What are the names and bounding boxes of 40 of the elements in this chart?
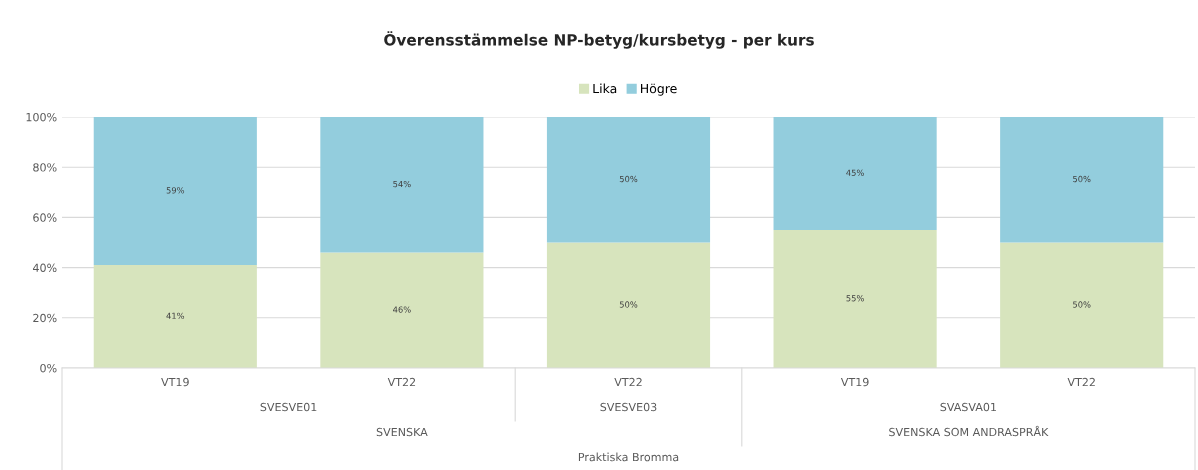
bar bbox=[546, 242, 711, 368]
x-tick-label: VT19 bbox=[840, 377, 869, 387]
bar bbox=[546, 117, 711, 243]
bar bbox=[320, 252, 484, 368]
y-tick-label: 40% bbox=[32, 263, 57, 272]
bar bbox=[320, 117, 484, 253]
x-tick-label: VT19 bbox=[161, 377, 189, 387]
y-tick-label: 0% bbox=[40, 363, 57, 373]
text: Praktiska Bromma bbox=[578, 452, 679, 462]
x-tick-label: VT22 bbox=[614, 377, 642, 387]
data-label: 50% bbox=[1073, 175, 1091, 183]
y-tick-label: 20% bbox=[33, 313, 57, 323]
bar bbox=[773, 229, 937, 368]
text: SVESVE01 bbox=[260, 402, 317, 412]
text: SVESVE03 bbox=[600, 402, 657, 412]
data-label: 59% bbox=[166, 187, 185, 194]
data-label: 41% bbox=[166, 312, 185, 319]
data-label: 50% bbox=[619, 175, 638, 183]
bar bbox=[93, 265, 257, 368]
y-tick-label: 100% bbox=[26, 112, 57, 122]
text: SVENSKA SOM ANDRASPRÅK bbox=[889, 425, 1049, 437]
text: SVENSKA bbox=[376, 427, 428, 437]
data-label: 55% bbox=[846, 295, 864, 302]
text: SVASVA01 bbox=[940, 402, 996, 412]
chart-title: Överensstämmelse NP-betyg/kursbetyg - per kurs bbox=[384, 31, 814, 49]
data-label: 50% bbox=[1073, 301, 1091, 308]
y-tick-label: 80% bbox=[33, 163, 57, 172]
data-label: 45% bbox=[846, 169, 864, 176]
bar bbox=[1000, 117, 1164, 243]
data-label: 54% bbox=[393, 180, 411, 188]
legend-label: Högre bbox=[641, 83, 677, 96]
legend-label: Lika bbox=[593, 83, 617, 94]
data-label: 50% bbox=[619, 301, 638, 308]
bar bbox=[93, 117, 257, 266]
bar bbox=[773, 117, 937, 230]
data-label: 46% bbox=[393, 306, 411, 313]
bar bbox=[1000, 242, 1164, 368]
x-tick-label: VT22 bbox=[387, 377, 416, 387]
x-tick-label: VT22 bbox=[1067, 377, 1095, 387]
y-tick-label: 60% bbox=[33, 213, 57, 222]
